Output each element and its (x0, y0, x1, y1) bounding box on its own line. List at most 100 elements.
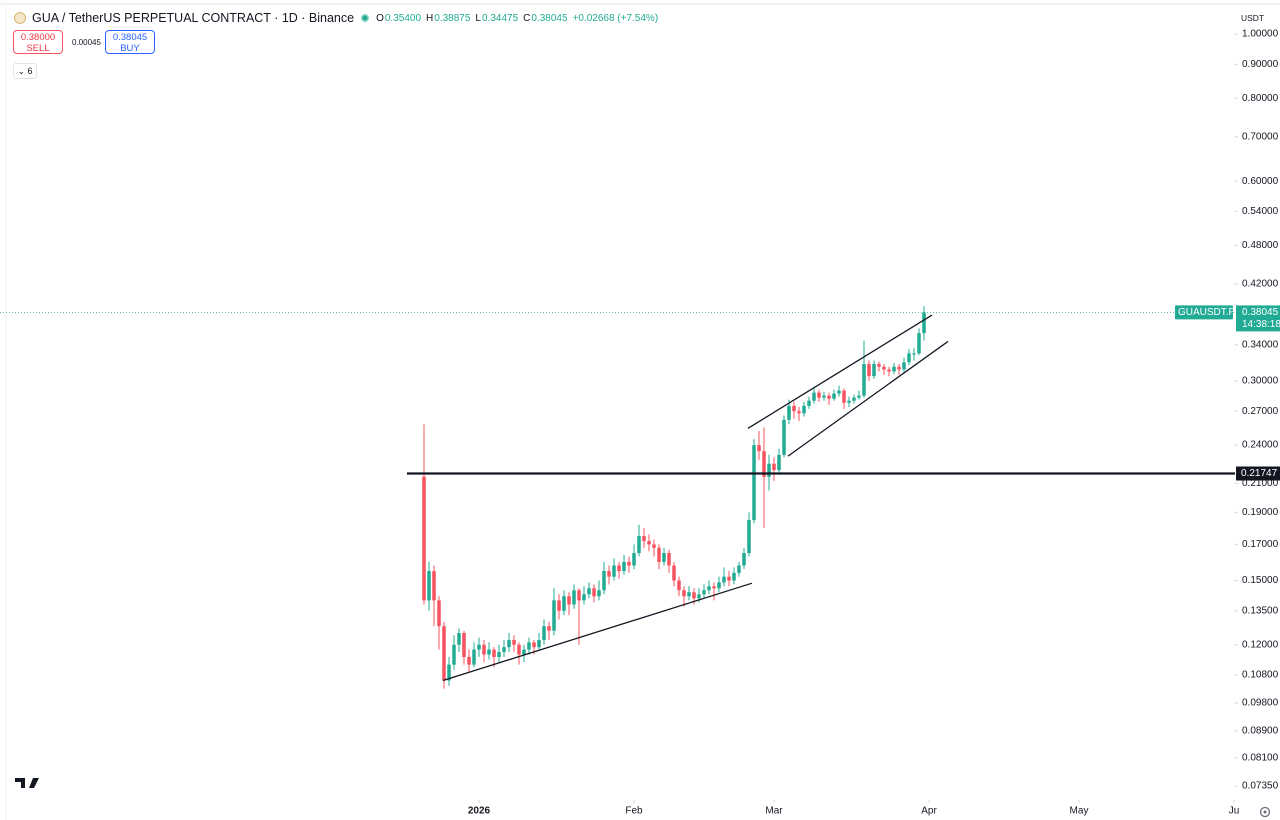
candle-body (812, 392, 816, 401)
ohlc-label: L (475, 12, 481, 24)
candle-body (557, 600, 561, 611)
ohlc: O 0.35400 H 0.38875 L 0.34475 C 0.38045 +0.0… (376, 13, 662, 24)
ohlc-label: H (426, 12, 434, 24)
candle-body (917, 333, 921, 354)
y-tick-label: 0.10800 (1242, 670, 1279, 681)
candle-body (802, 405, 806, 414)
sell-price: 0.38000 (20, 32, 56, 43)
candle-body (797, 411, 801, 414)
candle-body (452, 644, 456, 665)
candle-body (692, 592, 696, 599)
candle-body (677, 580, 681, 591)
y-tick-label: 0.07350 (1242, 781, 1279, 792)
candle-body (652, 544, 656, 548)
candle-body (882, 366, 886, 370)
candle-body (577, 590, 581, 601)
candle-body (922, 312, 926, 334)
currency: USDT (1241, 13, 1265, 23)
ohlc-value: 0.38875 (434, 12, 471, 24)
candle-body (517, 644, 521, 655)
candle-body (527, 642, 531, 650)
candle-body (837, 390, 841, 394)
y-tick-label: 1.00000 (1242, 29, 1279, 40)
candle-body (712, 586, 716, 589)
candle-body (637, 536, 641, 554)
candle-body (632, 553, 636, 566)
sell-label: SELL (26, 43, 50, 54)
symbol-title[interactable]: GUA / TetherUS PERPETUAL CONTRACT · 1D ·… (32, 11, 355, 25)
candle-body (842, 390, 846, 403)
candle-body (602, 571, 606, 591)
candle-body (627, 561, 631, 566)
y-tick-label: 0.12000 (1242, 639, 1279, 650)
candle-body (672, 565, 676, 581)
candle-body (642, 536, 646, 542)
candle-body (567, 596, 571, 605)
status-dot (361, 14, 370, 22)
candle-body (622, 561, 626, 572)
candle-body (697, 594, 701, 599)
candle-body (777, 454, 781, 471)
candle-body (702, 590, 706, 595)
candle-body (867, 364, 871, 377)
trendline (787, 340, 949, 457)
x-tick-label: 2026 (468, 806, 491, 817)
y-tick-label: 0.34000 (1242, 339, 1279, 350)
y-tick-label: 0.17000 (1242, 539, 1279, 550)
candle-body (737, 565, 741, 573)
candle-body (502, 647, 506, 653)
header: GUA / TetherUS PERPETUAL CONTRACT · 1D ·… (14, 11, 662, 25)
hline-badge (1236, 466, 1280, 481)
candle-body (592, 588, 596, 597)
candle-body (742, 553, 746, 566)
candle-body (897, 366, 901, 370)
symbol-badge-label: GUAUSDT.P (1178, 307, 1236, 318)
candle-body (532, 642, 536, 648)
y-tick-label: 0.48000 (1242, 240, 1279, 251)
settings-icon[interactable] (1259, 806, 1271, 818)
candle-body (752, 445, 756, 521)
candle-body (617, 565, 621, 572)
candle-body (832, 393, 836, 399)
candle-body (547, 626, 551, 631)
tv-logo (15, 778, 39, 788)
candle-body (582, 594, 586, 601)
symbol-icon (14, 12, 26, 24)
candle-body (727, 576, 731, 581)
candle-body (767, 463, 771, 477)
candle-body (647, 541, 651, 545)
candle-body (462, 632, 466, 658)
candle-body (857, 395, 861, 398)
candle-body (907, 353, 911, 363)
ohlc-label: O (376, 12, 384, 24)
candle-body (542, 626, 546, 640)
candle-body (862, 364, 866, 396)
candle-body (522, 649, 526, 655)
buy-price: 0.38045 (112, 32, 148, 43)
candle-body (467, 657, 471, 665)
candle-body (472, 649, 476, 665)
candle-body (872, 364, 876, 377)
sell-button[interactable]: 0.38000 SELL (13, 30, 63, 54)
buy-button[interactable]: 0.38045 BUY (105, 30, 155, 54)
candle-body (457, 632, 461, 645)
x-tick-label: Apr (921, 806, 937, 817)
price-axis-bg (1235, 5, 1280, 800)
candle-body (667, 553, 671, 566)
candle-body (912, 353, 916, 355)
price-badge (1236, 305, 1280, 332)
candle-body (422, 476, 426, 601)
candle-body (827, 395, 831, 399)
spread: 0.00045 (72, 38, 101, 47)
ohlc-value: 0.34475 (481, 12, 519, 24)
change: +0.02668 (+7.54%) (572, 12, 659, 24)
candle-body (782, 419, 786, 455)
price-badge-countdown: 14:38:18 (1242, 319, 1280, 330)
trendline (442, 582, 753, 682)
candle-body (427, 571, 431, 601)
candle-body (442, 626, 446, 681)
candle-body (707, 586, 711, 591)
indicator-toggle[interactable]: ⌄ 6 (13, 63, 37, 79)
candle-body (657, 547, 661, 562)
